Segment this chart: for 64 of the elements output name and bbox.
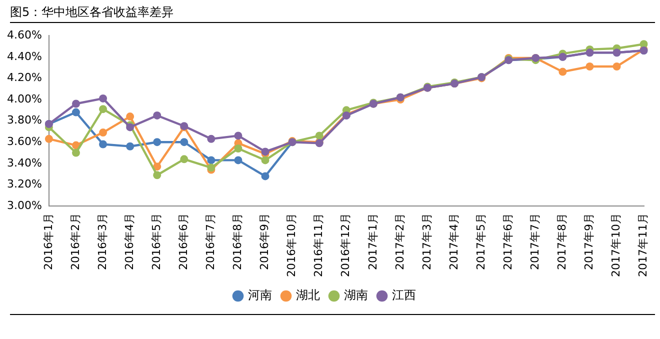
- legend-label: 湖南: [344, 288, 368, 302]
- y-tick-label: 4.40%: [6, 50, 42, 63]
- point: [99, 140, 108, 148]
- point: [261, 172, 270, 180]
- x-tick-label: 2016年2月: [68, 213, 82, 270]
- x-tick-label: 2016年11月: [312, 213, 326, 278]
- x-tick-label: 2016年5月: [150, 213, 163, 270]
- point: [180, 138, 188, 146]
- x-tick-label: 2017年2月: [393, 213, 406, 270]
- y-tick-label: 3.60%: [6, 134, 42, 148]
- point: [153, 162, 162, 171]
- point: [261, 156, 270, 164]
- x-tick-label: 2017年6月: [501, 213, 514, 270]
- point: [234, 156, 242, 164]
- point: [207, 134, 216, 143]
- x-tick-label: 2017年4月: [447, 213, 460, 270]
- y-tick-label: 4.20%: [6, 71, 42, 84]
- y-tick-label: 3.40%: [6, 156, 42, 170]
- point: [72, 108, 80, 116]
- point: [180, 155, 188, 164]
- legend-label: 河南: [248, 288, 272, 302]
- point: [612, 62, 621, 70]
- point: [72, 148, 80, 157]
- point: [234, 132, 242, 140]
- x-tick-label: 2016年8月: [231, 213, 244, 270]
- point: [558, 68, 567, 76]
- y-tick-label: 3.80%: [6, 114, 42, 127]
- point: [99, 94, 108, 102]
- point: [153, 138, 162, 146]
- x-tick-label: 2016年10月: [285, 213, 298, 278]
- point: [44, 134, 53, 143]
- x-tick-label: 2016年9月: [258, 213, 272, 270]
- point: [72, 100, 80, 108]
- x-tick-label: 2017年5月: [474, 213, 488, 270]
- y-tick-label: 4.00%: [6, 92, 42, 106]
- y-tick-label: 3.00%: [6, 198, 42, 212]
- x-tick-label: 2017年3月: [420, 213, 434, 270]
- point: [99, 105, 108, 114]
- x-tick-label: 2017年7月: [528, 213, 542, 270]
- point: [586, 62, 594, 70]
- point: [234, 144, 242, 152]
- x-tick-label: 2016年12月: [339, 213, 352, 278]
- legend-label: 江西: [392, 288, 416, 302]
- x-tick-label: 2017年8月: [556, 213, 569, 270]
- x-tick-label: 2016年1月: [42, 213, 55, 270]
- y-tick-label: 3.20%: [6, 178, 42, 191]
- point: [315, 132, 324, 140]
- x-tick-label: 2017年11月: [636, 213, 650, 278]
- x-tick-label: 2017年9月: [582, 213, 596, 270]
- point: [126, 142, 134, 150]
- point: [153, 171, 162, 180]
- x-tick-label: 2017年10月: [610, 213, 623, 278]
- x-tick-label: 2016年4月: [122, 213, 136, 270]
- point: [153, 111, 162, 120]
- x-tick-label: 2016年7月: [204, 213, 218, 270]
- x-tick-label: 2016年6月: [177, 213, 190, 270]
- point: [207, 156, 216, 164]
- chart-title: 图5：华中地区各省收益率差异: [10, 4, 174, 21]
- point: [126, 112, 134, 121]
- y-tick-label: 4.60%: [6, 28, 42, 42]
- legend-label: 湖北: [296, 288, 320, 302]
- x-tick-label: 2016年3月: [96, 213, 109, 270]
- point: [99, 128, 108, 137]
- x-tick-label: 2017年1月: [366, 213, 380, 270]
